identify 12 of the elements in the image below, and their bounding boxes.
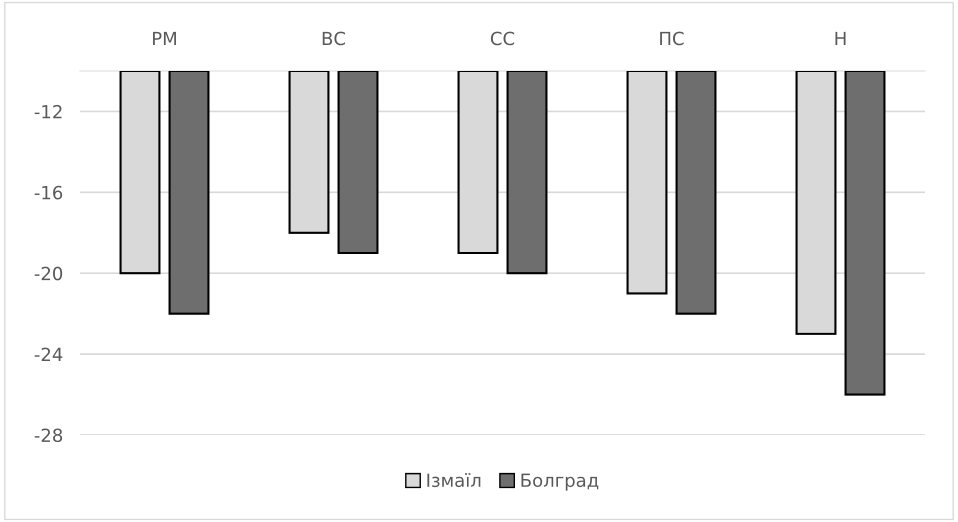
y-tick-label: -16 xyxy=(34,186,62,200)
x-tick-label: СС xyxy=(490,32,514,46)
y-tick-label: -20 xyxy=(34,266,62,280)
legend-label: Ізмаїл xyxy=(427,473,480,488)
x-tick-label: ПС xyxy=(660,32,684,46)
x-tick-label: ВС xyxy=(322,32,346,46)
y-tick-label: -28 xyxy=(34,428,62,442)
y-tick-label: -12 xyxy=(34,104,62,118)
x-tick-label: РМ xyxy=(153,32,176,46)
x-tick-label: Н xyxy=(835,32,846,46)
legend-label: Болград xyxy=(522,474,598,491)
y-tick-label: -24 xyxy=(34,348,62,361)
